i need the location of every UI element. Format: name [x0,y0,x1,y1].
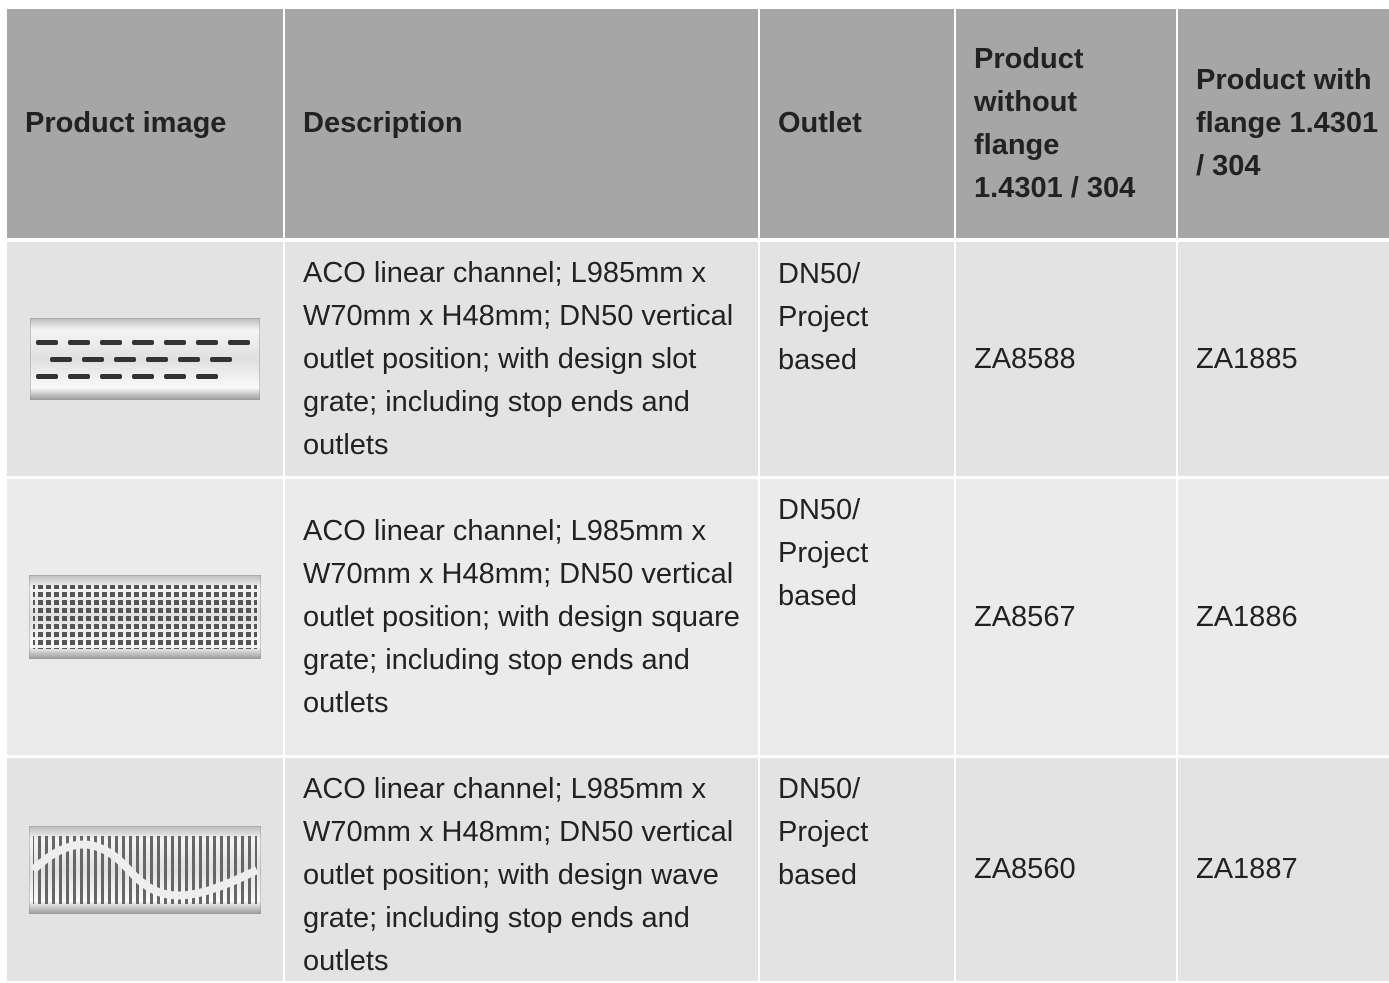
code-text: ZA1885 [1196,342,1298,375]
header-cell: Product image [7,9,283,238]
image-cell [7,479,283,755]
header-cell: Outlet [760,9,954,238]
outlet-text: DN50/ Project based [778,258,869,376]
code-text: ZA1887 [1196,853,1298,885]
slot-grate-image [30,318,260,400]
header-text: Outlet [778,107,862,139]
code-cell: ZA8560 [956,758,1176,981]
description-cell: ACO linear channel; L985mm x W70mm x H48… [285,758,758,981]
outlet-text: DN50/ Project based [778,773,869,891]
header-text: Product with flange 1.4301 / 304 [1196,64,1379,182]
code-cell: ZA1887 [1178,758,1389,981]
header-text: Product image [25,107,227,139]
description-cell: ACO linear channel; L985mm x W70mm x H48… [285,242,758,476]
outlet-cell: DN50/ Project based [760,479,954,755]
code-text: ZA8560 [974,853,1076,885]
description-text: ACO linear channel; L985mm x W70mm x H48… [303,773,734,977]
code-text: ZA8588 [974,342,1076,375]
code-cell: ZA8588 [956,242,1176,476]
code-cell: ZA8567 [956,479,1176,755]
header-cell: Product without flange 1.4301 / 304 [956,9,1176,238]
code-cell: ZA1885 [1178,242,1389,476]
header-text: Product without flange 1.4301 / 304 [974,42,1136,204]
outlet-cell: DN50/ Project based [760,758,954,981]
outlet-cell: DN50/ Project based [760,242,954,476]
code-text: ZA1886 [1196,600,1298,633]
description-text: ACO linear channel; L985mm x W70mm x H48… [303,514,740,719]
description-cell: ACO linear channel; L985mm x W70mm x H48… [285,479,758,755]
description-text: ACO linear channel; L985mm x W70mm x H48… [303,256,734,461]
code-cell: ZA1886 [1178,479,1389,755]
square-grate-image [29,575,261,659]
image-cell [7,242,283,476]
code-text: ZA8567 [974,600,1076,633]
header-cell: Description [285,9,758,238]
image-cell [7,758,283,981]
header-text: Description [303,107,463,139]
header-cell: Product with flange 1.4301 / 304 [1178,9,1389,238]
outlet-text: DN50/ Project based [778,494,869,612]
wave-grate-image [29,825,261,914]
